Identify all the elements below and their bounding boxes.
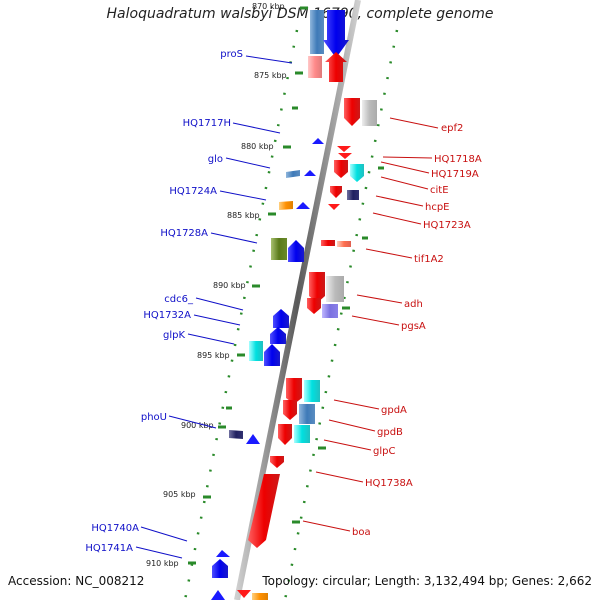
gene-feature[interactable] (309, 272, 325, 303)
gene-label-right[interactable]: epf2 (441, 123, 463, 134)
gene-feature[interactable] (304, 380, 320, 402)
gene-feature[interactable] (323, 10, 349, 58)
right-leader-lines (302, 117, 439, 532)
gene-label-right[interactable]: HQ1738A (365, 478, 413, 489)
gene-feature[interactable] (322, 304, 338, 318)
kbp-label: 880 kbp (241, 142, 274, 151)
genome-title: Haloquadratum walsbyi DSM 16790, complet… (106, 6, 494, 22)
gene-label-left[interactable]: glpK (163, 330, 185, 341)
gene-feature[interactable] (337, 146, 351, 152)
gene-label-right[interactable]: HQ1718A (434, 154, 482, 165)
gene-feature[interactable] (286, 170, 300, 178)
gene-label-right[interactable]: gpdB (377, 427, 403, 438)
gene-feature[interactable] (212, 559, 228, 578)
accession-text: Accession: NC_008212 (8, 574, 145, 588)
gene-feature[interactable] (252, 593, 268, 600)
gene-label-right[interactable]: HQ1719A (431, 169, 479, 180)
gene-feature[interactable] (229, 430, 243, 439)
gene-feature[interactable] (307, 298, 321, 314)
gene-feature[interactable] (347, 190, 359, 200)
gene-feature[interactable] (308, 56, 322, 78)
gene-feature[interactable] (211, 590, 225, 600)
kbp-label: 905 kbp (163, 490, 196, 499)
gene-feature[interactable] (312, 138, 324, 144)
gene-label-left[interactable]: phoU (141, 412, 167, 423)
gene-feature[interactable] (304, 170, 316, 176)
genome-backbone (234, 0, 361, 600)
gene-feature[interactable] (237, 590, 251, 598)
gene-label-right[interactable]: pgsA (401, 321, 426, 332)
gene-feature[interactable] (271, 238, 287, 260)
gene-feature[interactable] (328, 204, 340, 210)
gene-label-right[interactable]: gpdA (381, 405, 407, 416)
gene-feature[interactable] (299, 404, 315, 424)
gene-feature[interactable] (344, 98, 360, 126)
kbp-label: 900 kbp (181, 421, 214, 430)
gene-feature[interactable] (270, 456, 284, 468)
kbp-label: 910 kbp (146, 559, 179, 568)
gene-feature[interactable] (270, 327, 286, 344)
gene-feature[interactable] (326, 276, 344, 302)
gene-label-left[interactable]: glo (208, 154, 223, 165)
gene-label-left[interactable]: HQ1724A (169, 186, 217, 197)
gene-feature[interactable] (310, 10, 324, 54)
kbp-scale: 870 kbp 875 kbp 880 kbp 885 kbp 890 kbp … (146, 2, 308, 568)
kbp-label: 895 kbp (197, 351, 230, 360)
gene-feature[interactable] (362, 100, 377, 126)
gene-feature[interactable] (273, 309, 289, 328)
gene-label-left[interactable]: HQ1740A (91, 523, 139, 534)
gene-feature[interactable] (216, 550, 230, 557)
gene-feature[interactable] (330, 186, 342, 198)
gc-track-right (283, 29, 399, 600)
gene-label-left[interactable]: HQ1741A (85, 543, 133, 554)
gene-label-left[interactable]: HQ1717H (183, 118, 231, 129)
gene-label-left[interactable]: cdc6_ (164, 294, 194, 305)
gene-feature[interactable] (288, 240, 304, 262)
gene-label-right[interactable]: hcpE (425, 202, 450, 213)
gene-feature[interactable] (246, 434, 260, 444)
gene-label-right[interactable]: boa (352, 527, 371, 538)
gene-label-right[interactable]: tif1A2 (414, 254, 444, 265)
gene-label-right[interactable]: adh (404, 299, 423, 310)
kbp-label: 870 kbp (252, 2, 285, 11)
gene-feature[interactable] (283, 400, 297, 420)
gene-feature[interactable] (279, 201, 293, 210)
gc-marks (226, 106, 384, 524)
gene-feature[interactable] (286, 378, 302, 404)
gene-feature[interactable] (338, 153, 352, 159)
gene-feature[interactable] (350, 164, 364, 182)
gc-track-left (183, 29, 299, 600)
kbp-label: 885 kbp (227, 211, 260, 220)
gene-feature[interactable] (334, 160, 348, 178)
gene-label-right[interactable]: HQ1723A (423, 220, 471, 231)
gene-feature[interactable] (248, 474, 280, 548)
gene-label-left[interactable]: HQ1732A (143, 310, 191, 321)
kbp-label: 875 kbp (254, 71, 287, 80)
left-leader-lines (135, 55, 293, 559)
gene-label-right[interactable]: citE (430, 185, 449, 196)
gene-feature[interactable] (249, 341, 263, 361)
gene-label-left[interactable]: proS (220, 49, 243, 60)
gene-feature[interactable] (325, 52, 347, 82)
gene-feature[interactable] (321, 240, 335, 246)
topology-text: Topology: circular; Length: 3,132,494 bp… (262, 574, 592, 588)
gene-feature[interactable] (278, 424, 292, 445)
gene-feature[interactable] (337, 241, 351, 247)
gene-label-left[interactable]: HQ1728A (160, 228, 208, 239)
kbp-label: 890 kbp (213, 281, 246, 290)
gene-feature[interactable] (296, 202, 310, 209)
gene-feature[interactable] (294, 425, 310, 443)
gene-label-right[interactable]: glpC (373, 446, 395, 457)
gene-feature[interactable] (264, 344, 280, 366)
